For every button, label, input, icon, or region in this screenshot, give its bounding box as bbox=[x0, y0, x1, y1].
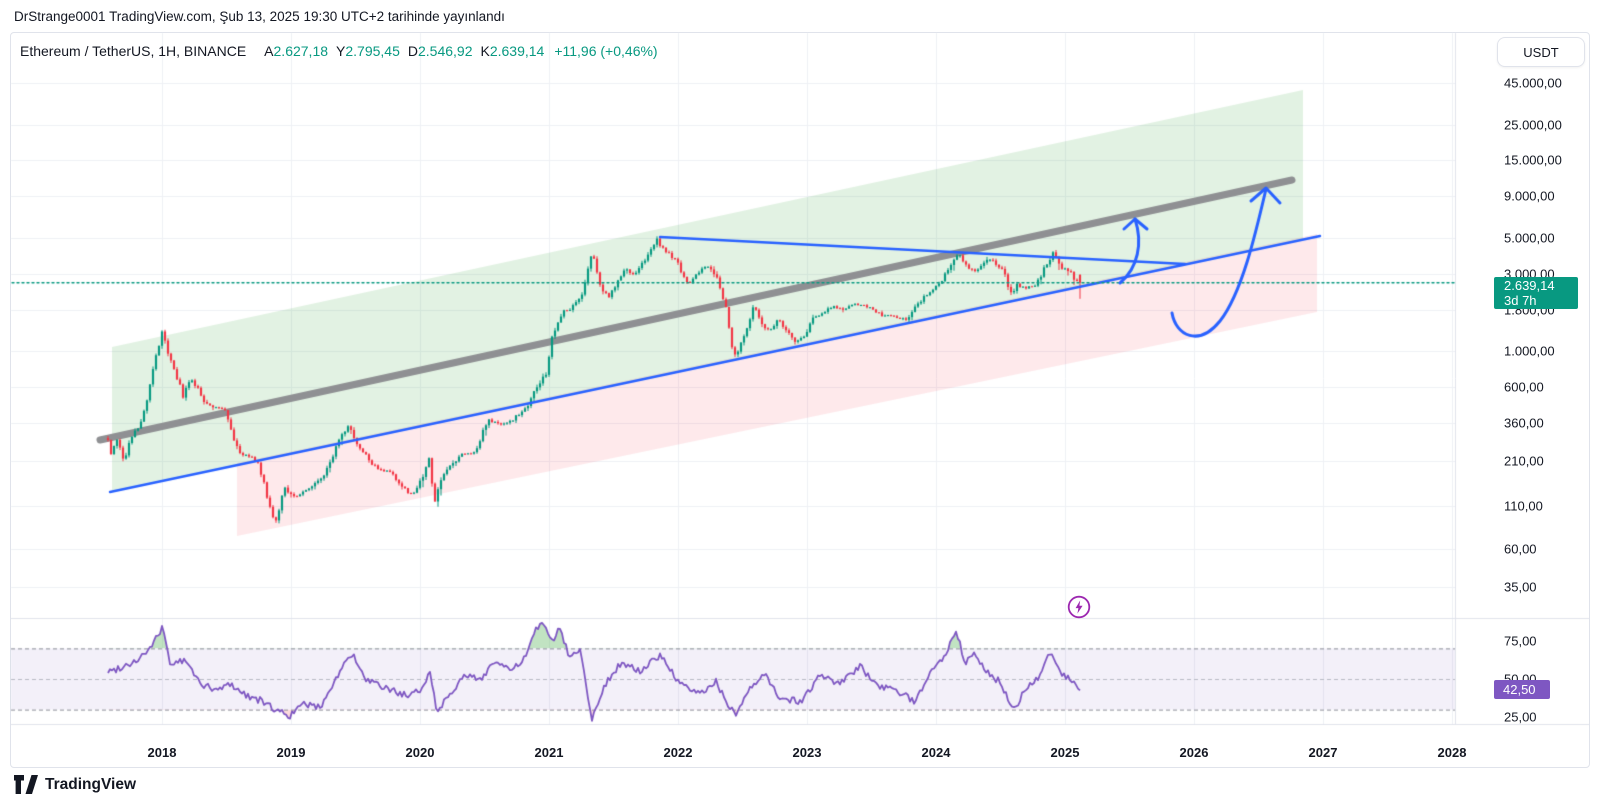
currency-unit-button[interactable]: USDT bbox=[1497, 37, 1585, 67]
ohlc-value: 2.546,92 bbox=[417, 43, 473, 59]
price-axis-label: 600,00 bbox=[1504, 379, 1544, 395]
price-axis-label: 45.000,00 bbox=[1504, 75, 1562, 91]
time-axis-label: 2021 bbox=[534, 745, 564, 760]
change-value: +11,96 (+0,46%) bbox=[554, 43, 658, 59]
current-price-value: 2.639,14 bbox=[1504, 278, 1555, 293]
ohlc-label: K bbox=[480, 43, 490, 59]
publish-header: DrStrange0001 TradingView.com, Şub 13, 2… bbox=[14, 9, 505, 24]
symbol-title[interactable]: Ethereum / TetherUS, 1H, BINANCE bbox=[20, 43, 247, 59]
time-axis-label: 2028 bbox=[1437, 745, 1467, 760]
time-axis-label: 2022 bbox=[663, 745, 693, 760]
tradingview-logo[interactable]: TradingView bbox=[14, 775, 136, 794]
time-axis-label: 2023 bbox=[792, 745, 822, 760]
rsi-value-badge: 42,50 bbox=[1494, 680, 1550, 699]
price-axis-label: 35,00 bbox=[1504, 579, 1537, 595]
time-axis-label: 2025 bbox=[1050, 745, 1080, 760]
price-axis-label: 210,00 bbox=[1504, 453, 1544, 469]
lightning-bolt-icon[interactable] bbox=[1067, 595, 1091, 624]
time-axis-label: 2027 bbox=[1308, 745, 1338, 760]
bar-countdown: 3d 7h bbox=[1504, 293, 1537, 308]
price-axis-label: 5.000,00 bbox=[1504, 230, 1555, 246]
price-axis-label: 360,00 bbox=[1504, 415, 1544, 431]
time-axis-label: 2024 bbox=[921, 745, 951, 760]
ohlc-value: 2.795,45 bbox=[345, 43, 400, 59]
ohlc-values: A2.627,18 Y2.795,45 D2.546,92 K2.639,14 bbox=[256, 43, 544, 59]
current-price-badge: 2.639,14 3d 7h bbox=[1494, 277, 1578, 309]
tradingview-logo-text: TradingView bbox=[45, 775, 137, 793]
ohlc-value: 2.627,18 bbox=[273, 43, 329, 59]
tradingview-logo-icon bbox=[14, 775, 38, 794]
chart-canvas[interactable] bbox=[10, 32, 1590, 768]
time-axis-label: 2020 bbox=[405, 745, 435, 760]
ohlc-value: 2.639,14 bbox=[489, 43, 545, 59]
ohlc-label: Y bbox=[336, 43, 346, 59]
time-axis-label: 2026 bbox=[1179, 745, 1209, 760]
ohlc-label: D bbox=[407, 43, 418, 59]
price-axis-label: 9.000,00 bbox=[1504, 188, 1555, 204]
rsi-axis-label: 75,00 bbox=[1504, 633, 1537, 649]
time-axis-label: 2018 bbox=[147, 745, 177, 760]
price-axis-label: 60,00 bbox=[1504, 541, 1537, 557]
price-axis-label: 1.000,00 bbox=[1504, 343, 1555, 359]
ohlc-label: A bbox=[264, 43, 274, 59]
time-axis-label: 2019 bbox=[276, 745, 306, 760]
chart-legend: Ethereum / TetherUS, 1H, BINANCE A2.627,… bbox=[20, 43, 658, 59]
price-axis-label: 110,00 bbox=[1504, 498, 1543, 514]
price-axis-label: 15.000,00 bbox=[1504, 152, 1562, 168]
rsi-axis-label: 25,00 bbox=[1504, 709, 1537, 725]
price-axis-label: 25.000,00 bbox=[1504, 117, 1562, 133]
